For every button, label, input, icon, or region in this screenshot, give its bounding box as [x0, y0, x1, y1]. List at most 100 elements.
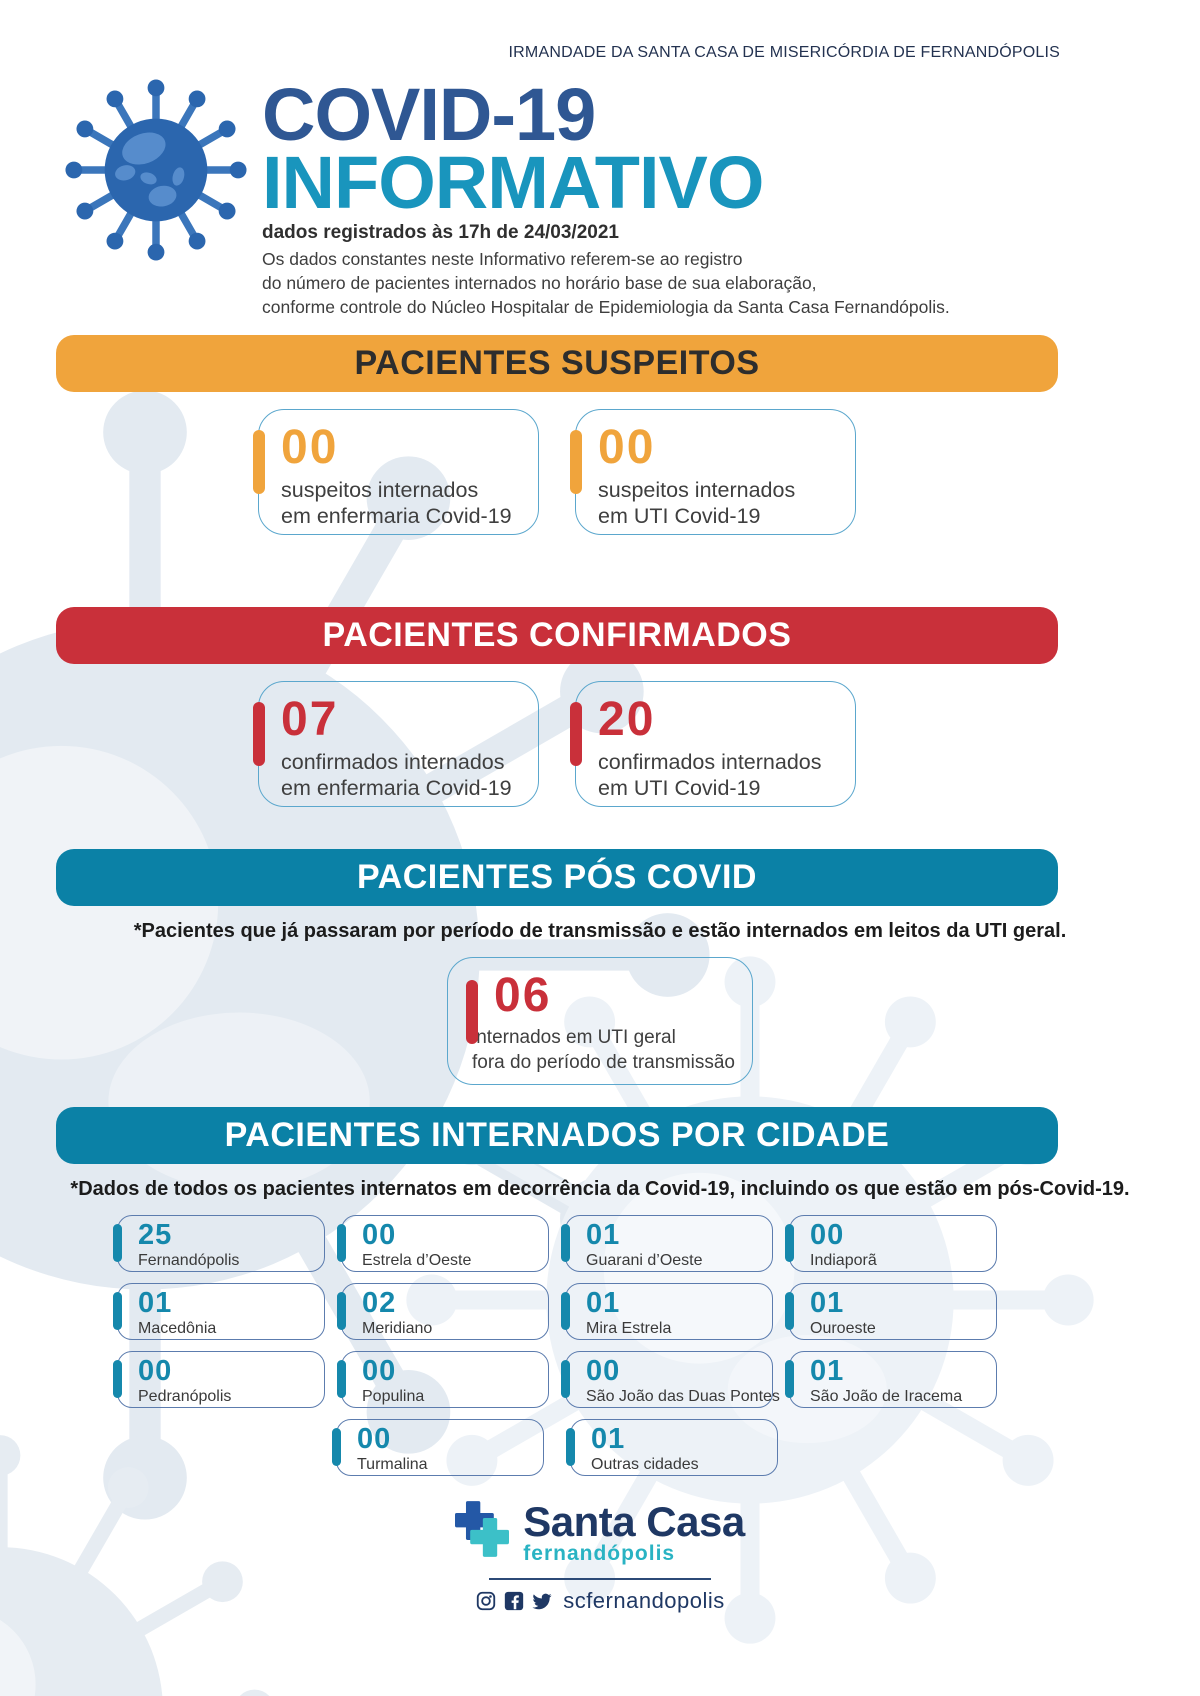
section-note-por-cidade: *Dados de todos os pacientes internatos … [70, 1178, 1130, 1200]
accent-bar [561, 1224, 570, 1262]
stat-label: confirmados internados em enfermaria Cov… [281, 750, 512, 800]
accent-bar [785, 1292, 794, 1330]
stat-label: internados em UTI geral fora do período … [472, 1027, 735, 1073]
section-banner-confirmados: PACIENTES CONFIRMADOS [56, 607, 1058, 664]
stat-card-suspeitos-enfermaria: 00 suspeitos internados em enfermaria Co… [253, 409, 539, 535]
section-banner-suspeitos: PACIENTES SUSPEITOS [56, 335, 1058, 392]
social-handle: scfernandopolis [563, 1588, 725, 1613]
stat-card-pos-covid: 06 internados em UTI geral fora do perío… [447, 957, 753, 1085]
city-card-indiapora: 00 Indiaporã [785, 1215, 997, 1272]
description: Os dados constantes neste Informativo re… [262, 247, 950, 319]
city-card-estrela-doeste: 00 Estrela d’Oeste [337, 1215, 549, 1272]
city-name: Indiaporã [810, 1252, 877, 1269]
city-value: 01 [586, 1287, 621, 1319]
city-card-sao-joao-das-duas-pontes: 00 São João das Duas Pontes [561, 1351, 780, 1408]
accent-bar [570, 702, 582, 766]
stat-label: confirmados internados em UTI Covid-19 [598, 750, 822, 800]
description-line: conforme controle do Núcleo Hospitalar d… [262, 297, 950, 317]
stat-label: suspeitos internados em UTI Covid-19 [598, 478, 796, 528]
footer: Santa Casa fernandópolis scferna [0, 1500, 1200, 1614]
city-value: 00 [362, 1355, 397, 1387]
accent-bar [337, 1292, 346, 1330]
accent-bar [337, 1360, 346, 1398]
stat-value: 20 [598, 693, 656, 746]
city-name: Populina [362, 1388, 425, 1405]
city-card-outras-cidades: 01 Outras cidades [566, 1419, 778, 1476]
city-value: 02 [362, 1287, 397, 1319]
city-card-populina: 00 Populina [337, 1351, 549, 1408]
city-name: Macedônia [138, 1320, 217, 1337]
city-value: 01 [591, 1423, 626, 1455]
accent-bar [466, 980, 478, 1044]
accent-bar [332, 1428, 341, 1466]
accent-bar [561, 1360, 570, 1398]
city-card-macedonia: 01 Macedônia [113, 1283, 325, 1340]
brand-subtitle: fernandópolis [523, 1542, 676, 1565]
city-card-turmalina: 00 Turmalina [332, 1419, 544, 1476]
accent-bar [253, 430, 265, 494]
brand-name: Santa Casa [523, 1498, 745, 1545]
city-name: São João de Iracema [810, 1388, 963, 1405]
city-value: 00 [810, 1219, 845, 1251]
city-value: 01 [810, 1355, 845, 1387]
city-value: 01 [138, 1287, 173, 1319]
accent-bar [113, 1224, 122, 1262]
city-card-fernandopolis: 25 Fernandópolis [113, 1215, 325, 1272]
confirmados-cards: 07 confirmados internados em enfermaria … [56, 681, 1058, 807]
accent-bar [337, 1224, 346, 1262]
accent-bar [785, 1224, 794, 1262]
city-card-sao-joao-de-iracema: 01 São João de Iracema [785, 1351, 997, 1408]
facebook-icon [505, 1591, 524, 1611]
section-banner-por-cidade: PACIENTES INTERNADOS POR CIDADE [56, 1107, 1058, 1164]
cross-icon [455, 1501, 510, 1557]
city-name: Turmalina [357, 1456, 428, 1473]
city-name: Fernandópolis [138, 1252, 240, 1269]
accent-bar [561, 1292, 570, 1330]
city-name: Estrela d’Oeste [362, 1252, 472, 1269]
city-name: Mira Estrela [586, 1320, 672, 1337]
section-banner-pos-covid: PACIENTES PÓS COVID [56, 849, 1058, 906]
city-value: 25 [138, 1219, 173, 1251]
stat-value: 06 [494, 969, 552, 1022]
page-title-informativo: INFORMATIVO [262, 141, 764, 224]
accent-bar [113, 1360, 122, 1398]
city-value: 01 [810, 1287, 845, 1319]
stat-value: 00 [598, 421, 656, 474]
city-grid: 25 Fernandópolis 00 Estrela d’Oeste 01 G… [56, 1215, 1058, 1408]
city-value: 00 [586, 1355, 621, 1387]
description-line: do número de pacientes internados no hor… [262, 273, 817, 293]
city-value: 00 [357, 1423, 392, 1455]
city-value: 00 [362, 1219, 397, 1251]
org-header: IRMANDADE DA SANTA CASA DE MISERICÓRDIA … [508, 44, 1060, 61]
stat-value: 00 [281, 421, 339, 474]
city-grid-last-row: 00 Turmalina 01 Outras cidades [56, 1419, 1058, 1476]
stat-card-confirmados-uti: 20 confirmados internados em UTI Covid-1… [570, 681, 856, 807]
accent-bar [566, 1428, 575, 1466]
social-row: scfernandopolis [475, 1588, 725, 1614]
city-card-pedranopolis: 00 Pedranópolis [113, 1351, 325, 1408]
twitter-icon [532, 1593, 552, 1610]
header: COVID-19 INFORMATIVO dados registrados à… [58, 68, 1200, 319]
suspeitos-cards: 00 suspeitos internados em enfermaria Co… [56, 409, 1058, 535]
city-name: Pedranópolis [138, 1388, 232, 1405]
city-card-meridiano: 02 Meridiano [337, 1283, 549, 1340]
accent-bar [570, 430, 582, 494]
stat-card-confirmados-enfermaria: 07 confirmados internados em enfermaria … [253, 681, 539, 807]
city-name: Guarani d’Oeste [586, 1252, 703, 1269]
accent-bar [113, 1292, 122, 1330]
stat-value: 07 [281, 693, 339, 746]
city-name: Meridiano [362, 1320, 433, 1337]
page-title-covid: COVID-19 [262, 73, 596, 156]
santa-casa-logo: Santa Casa fernandópolis [455, 1498, 745, 1566]
accent-bar [785, 1360, 794, 1398]
accent-bar [253, 702, 265, 766]
instagram-icon [477, 1591, 496, 1611]
city-value: 01 [586, 1219, 621, 1251]
city-name: Ouroeste [810, 1320, 876, 1337]
city-card-ouroeste: 01 Ouroeste [785, 1283, 997, 1340]
virus-icon [65, 79, 247, 261]
stat-label: suspeitos internados em enfermaria Covid… [281, 478, 512, 528]
description-line: Os dados constantes neste Informativo re… [262, 249, 743, 269]
divider [489, 1578, 711, 1580]
